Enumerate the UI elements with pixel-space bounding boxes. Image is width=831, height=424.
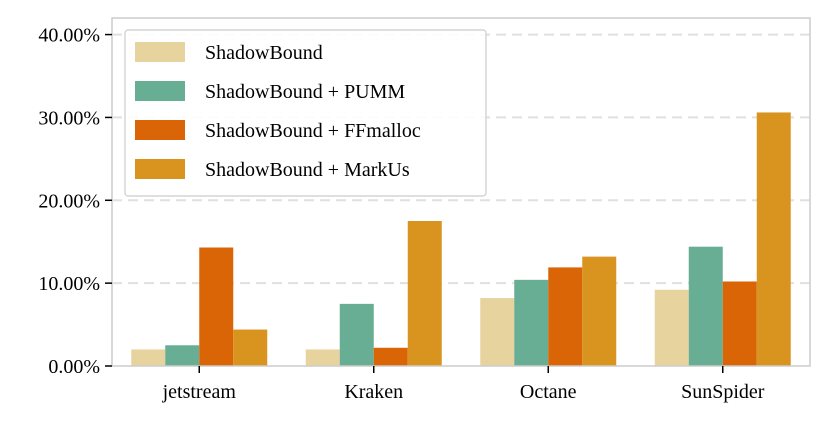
- y-tick-label: 40.00%: [38, 25, 100, 47]
- bars-group: [131, 112, 791, 366]
- bar-jetstream-0: [131, 349, 166, 366]
- bar-octane-3: [582, 256, 617, 366]
- legend-label: ShadowBound + FFmalloc: [205, 120, 421, 142]
- bar-kraken-0: [305, 349, 340, 366]
- legend-label: ShadowBound + PUMM: [205, 81, 405, 103]
- legend-swatch: [135, 42, 185, 62]
- y-tick-label: 0.00%: [48, 356, 100, 378]
- x-tick-label: Octane: [520, 381, 577, 403]
- bar-jetstream-2: [199, 247, 234, 366]
- legend-label: ShadowBound: [205, 42, 323, 64]
- x-tick-label: SunSpider: [681, 381, 765, 403]
- bar-octane-0: [480, 298, 515, 366]
- y-tick-label: 20.00%: [38, 190, 100, 212]
- legend-swatch: [135, 120, 185, 140]
- bar-kraken-2: [373, 347, 408, 366]
- bar-octane-2: [548, 267, 583, 366]
- bar-kraken-3: [407, 221, 442, 366]
- y-tick-label: 30.00%: [38, 107, 100, 129]
- x-tick-label: jetstream: [162, 381, 237, 403]
- bar-sunspider-3: [756, 112, 791, 366]
- bar-kraken-1: [339, 303, 374, 366]
- bar-octane-1: [514, 279, 549, 366]
- legend-box: [124, 29, 487, 197]
- y-tick-label: 10.00%: [38, 273, 100, 295]
- plot-frame: [111, 17, 811, 367]
- y-axis-ticks: 0.00% 10.00% 20.00% 30.00% 40.00%: [38, 25, 112, 378]
- bar-sunspider-2: [722, 281, 757, 366]
- legend-label: ShadowBound + MarkUs: [205, 159, 410, 181]
- legend: ShadowBound ShadowBound + PUMM ShadowBound…: [124, 29, 487, 197]
- legend-swatch: [135, 159, 185, 179]
- legend-swatch: [135, 81, 185, 101]
- bar-jetstream-1: [165, 345, 200, 366]
- x-axis-ticks: jetstream Kraken Octane SunSpider: [162, 366, 765, 403]
- x-tick-label: Kraken: [344, 381, 403, 403]
- bar-jetstream-3: [233, 329, 268, 366]
- bar-sunspider-1: [688, 246, 723, 366]
- bar-sunspider-0: [654, 289, 689, 366]
